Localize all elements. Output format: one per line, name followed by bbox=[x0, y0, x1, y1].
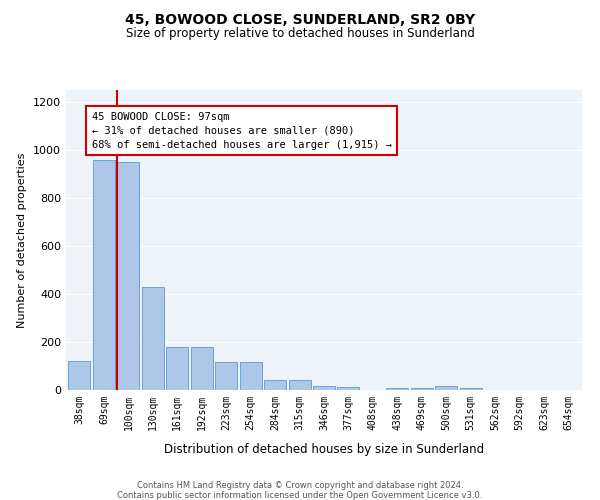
Text: 45, BOWOOD CLOSE, SUNDERLAND, SR2 0BY: 45, BOWOOD CLOSE, SUNDERLAND, SR2 0BY bbox=[125, 12, 475, 26]
Bar bbox=[191, 347, 213, 390]
Text: Contains HM Land Registry data © Crown copyright and database right 2024.: Contains HM Land Registry data © Crown c… bbox=[137, 481, 463, 490]
Bar bbox=[411, 388, 433, 390]
Bar bbox=[337, 387, 359, 390]
Bar bbox=[289, 380, 311, 390]
Bar bbox=[264, 380, 286, 390]
Text: Contains public sector information licensed under the Open Government Licence v3: Contains public sector information licen… bbox=[118, 491, 482, 500]
Y-axis label: Number of detached properties: Number of detached properties bbox=[17, 152, 28, 328]
Bar bbox=[142, 287, 164, 390]
Text: Size of property relative to detached houses in Sunderland: Size of property relative to detached ho… bbox=[125, 28, 475, 40]
Bar bbox=[93, 160, 115, 390]
Text: Distribution of detached houses by size in Sunderland: Distribution of detached houses by size … bbox=[164, 442, 484, 456]
Bar bbox=[460, 388, 482, 390]
Bar bbox=[313, 386, 335, 390]
Text: 45 BOWOOD CLOSE: 97sqm
← 31% of detached houses are smaller (890)
68% of semi-de: 45 BOWOOD CLOSE: 97sqm ← 31% of detached… bbox=[92, 112, 392, 150]
Bar bbox=[166, 347, 188, 390]
Bar bbox=[239, 362, 262, 390]
Bar bbox=[68, 361, 91, 390]
Bar bbox=[435, 386, 457, 390]
Bar bbox=[215, 362, 237, 390]
Bar bbox=[386, 388, 409, 390]
Bar bbox=[118, 162, 139, 390]
